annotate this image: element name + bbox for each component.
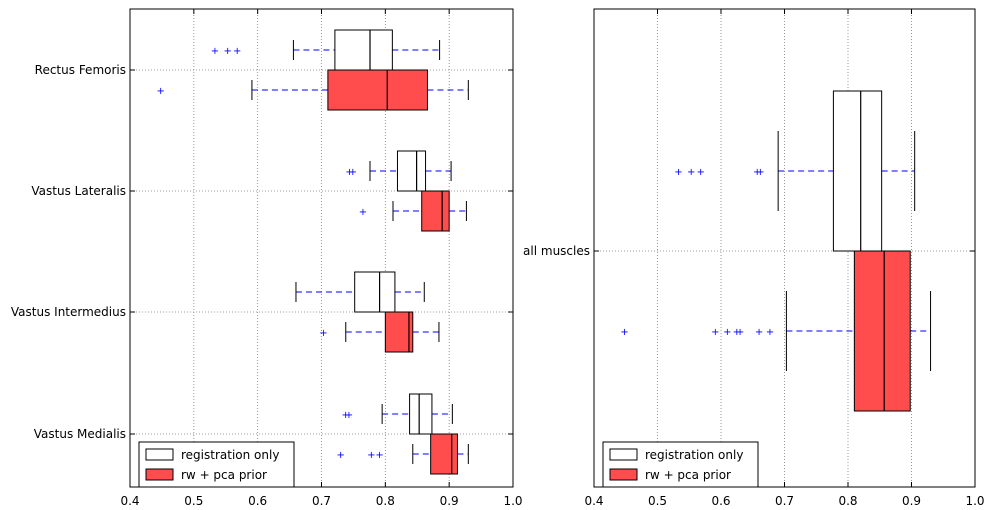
category-label: Vastus Medialis [34,427,126,441]
series-registration-only: + + + ++ [674,90,916,252]
legend: registration only rw + pca prior [138,441,295,488]
outlier-marker: + [687,167,695,178]
legend-swatch [145,468,174,481]
box [384,311,414,353]
axes-frame [593,8,976,488]
legend-label: rw + pca prior [181,468,267,482]
x-tick-label: 0.4 [584,494,603,508]
outlier-marker: + [359,207,367,218]
outlier-marker: + [156,86,164,97]
outlier-marker: + [756,167,764,178]
series-rw-pca-prior: + + + ++ + + [620,250,932,412]
x-tick-label: 0.9 [902,494,921,508]
outlier-marker: + [753,167,761,178]
category-label: Rectus Femoris [35,63,126,77]
x-tick-label: 0.4 [120,494,139,508]
outlier-marker: + [233,46,241,57]
box [327,69,428,111]
x-tick-label: 1.0 [503,494,522,508]
legend-swatch [609,468,638,481]
box [421,190,450,232]
axes-frame [129,8,514,488]
series-rw-pca-prior: ++++ + + [156,69,469,475]
x-tick-label: 0.7 [312,494,331,508]
x-tick-label: 0.8 [838,494,857,508]
outlier-marker: + [342,410,350,421]
x-tick-label: 1.0 [965,494,984,508]
box [853,250,911,412]
outlier-marker: + [736,327,744,338]
outlier-marker: + [766,327,774,338]
outlier-marker: + [319,328,327,339]
outlier-marker: + [711,327,719,338]
box [334,29,393,71]
outlier-marker: + [674,167,682,178]
x-tick-label: 0.8 [376,494,395,508]
outlier-marker: + [223,46,231,57]
x-tick-label: 0.6 [248,494,267,508]
outlier-marker: + [375,450,383,461]
legend-label: registration only [181,448,279,462]
legend-label: rw + pca prior [645,468,731,482]
outlier-marker: + [345,410,353,421]
outlier-marker: + [336,450,344,461]
legend-swatch [609,448,638,461]
outlier-marker: + [733,327,741,338]
outlier-marker: + [620,327,628,338]
box [832,90,883,252]
outlier-marker: + [723,327,731,338]
category-label: Vastus Intermedius [11,305,126,319]
outlier-marker: + [349,167,357,178]
outlier-marker: + [696,167,704,178]
x-tick-label: 0.6 [711,494,730,508]
box [409,393,433,435]
box [354,271,396,313]
x-tick-label: 0.7 [775,494,794,508]
x-tick-label: 0.9 [440,494,459,508]
x-tick-label: 0.5 [184,494,203,508]
x-tick-label: 0.5 [648,494,667,508]
outlier-marker: + [345,167,353,178]
category-label: all muscles [523,244,590,258]
outlier-marker: + [367,450,375,461]
outlier-marker: + [211,46,219,57]
outlier-marker: + [755,327,763,338]
legend: registration only rw + pca prior [602,441,759,488]
legend-label: registration only [645,448,743,462]
series-registration-only: + + +++++ [211,29,453,435]
chart-panel-1: + + +++++++++ + +0.4 0.5 0.6 0.7 0.8 0.9 1.0Rectus… [11,8,523,508]
category-label: Vastus Lateralis [31,184,126,198]
box [430,433,458,475]
box [396,150,427,192]
legend-swatch [145,448,174,461]
